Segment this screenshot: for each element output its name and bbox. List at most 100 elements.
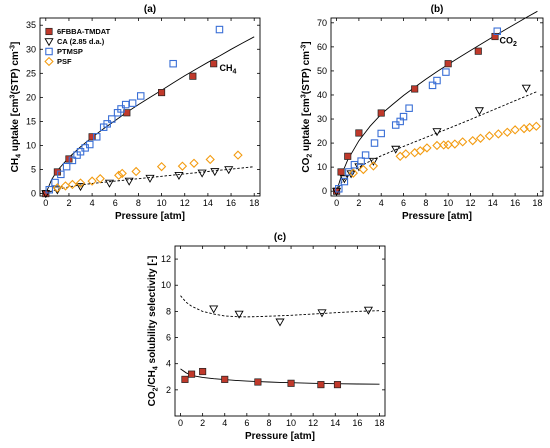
- data-point: [189, 158, 199, 168]
- data-point: [108, 115, 116, 123]
- data-point: [177, 161, 188, 171]
- x-tick-label: 16: [226, 198, 236, 208]
- data-point: [197, 169, 207, 178]
- x-tick-label: 8: [423, 198, 428, 208]
- x-tick-label: 8: [136, 198, 141, 208]
- data-point: [275, 318, 285, 327]
- x-tick-label: 10: [157, 198, 167, 208]
- data-point: [181, 375, 189, 383]
- data-point: [76, 147, 85, 156]
- fit-line-solid: [45, 36, 255, 194]
- data-point: [450, 139, 460, 149]
- data-point: [68, 156, 77, 165]
- fit-line-dashed: [45, 166, 255, 195]
- y-axis-title-part: 4: [153, 366, 160, 370]
- data-point: [401, 149, 411, 159]
- y-axis-title-part: uptake [cm: [10, 98, 21, 154]
- x-axis-title: Pressure [atm]: [245, 431, 315, 442]
- legend-label: CA (2.85 d.a.): [57, 37, 105, 46]
- panel-label: (a): [144, 4, 156, 15]
- data-point: [57, 170, 65, 179]
- fit-line-solid: [336, 10, 538, 192]
- data-point: [174, 172, 184, 181]
- x-tick-label: 12: [180, 198, 190, 208]
- data-point: [210, 60, 218, 68]
- legend-marker: [45, 27, 53, 36]
- x-tick-label: 10: [443, 198, 453, 208]
- y-tick-label: 35: [26, 20, 36, 30]
- data-point: [52, 183, 63, 193]
- x-tick-label: 6: [113, 198, 118, 208]
- x-tick-label: 4: [379, 198, 384, 208]
- series-6fbba-tmdat: [333, 32, 499, 195]
- legend-marker: [44, 38, 54, 47]
- data-point: [156, 161, 167, 172]
- data-point: [205, 154, 215, 165]
- data-point: [209, 305, 219, 314]
- x-tick-label: 6: [401, 198, 406, 208]
- data-point: [442, 68, 450, 76]
- y-axis-title-part: ]: [10, 42, 21, 45]
- gas-annotation: CH4: [219, 63, 236, 76]
- x-tick-label: 14: [488, 198, 498, 208]
- y-tick-label: 0: [322, 186, 327, 196]
- series-ca-2-85-d-a-: [209, 305, 373, 327]
- x-tick-label: 2: [66, 198, 71, 208]
- y-axis-title: CO2 uptake [cm3(STP) cm-3]: [301, 41, 314, 172]
- data-point: [188, 370, 196, 378]
- data-point: [136, 92, 145, 100]
- data-point: [345, 168, 353, 176]
- x-tick-label: 18: [374, 418, 384, 428]
- x-tick-label: 18: [249, 198, 259, 208]
- series-6fbba-tmdat: [42, 60, 218, 198]
- gas-annotation-text: CO: [499, 35, 513, 45]
- panel-label: (c): [274, 232, 286, 243]
- data-point: [357, 157, 365, 165]
- data-point: [432, 140, 442, 151]
- chart-panel-1: (a) 0 2 4 6 8 10 12 14 16 18 0 5 10 15 20 25 30 35 Pressure…: [10, 4, 261, 222]
- x-axis-title: Pressure [atm]: [402, 211, 472, 222]
- y-tick-label: 25: [26, 68, 36, 78]
- data-point: [254, 378, 262, 386]
- y-axis-title-part: 4: [16, 154, 23, 158]
- y-tick-label: 4: [166, 359, 171, 369]
- fit-line-solid: [180, 368, 380, 385]
- y-tick-label: 15: [26, 116, 36, 126]
- x-tick-label: 2: [200, 418, 205, 428]
- data-point: [87, 176, 97, 186]
- y-axis-title-part: -3: [10, 45, 17, 51]
- series-psf: [52, 150, 243, 193]
- series-ptmsp: [335, 27, 502, 193]
- data-point: [103, 120, 111, 128]
- gas-annotation-sub: 2: [513, 41, 517, 48]
- data-point: [368, 161, 379, 171]
- data-point: [215, 25, 224, 34]
- y-tick-label: 5: [31, 165, 36, 175]
- x-axis-title: Pressure [atm]: [115, 211, 185, 222]
- data-point: [493, 27, 502, 35]
- fit-line-dashed: [180, 295, 380, 318]
- data-point: [199, 367, 207, 376]
- gas-annotation-sub: 4: [232, 68, 236, 75]
- y-axis-title-part: ]: [301, 41, 312, 44]
- data-point: [114, 170, 124, 180]
- series-ca-2-85-d-a-: [332, 84, 531, 196]
- y-tick-label: 20: [26, 92, 36, 102]
- plot-frame: [39, 17, 261, 197]
- plot-frame: [330, 17, 544, 197]
- y-tick-label: 2: [166, 385, 171, 395]
- gas-annotation: CO2: [499, 35, 517, 48]
- x-tick-label: 4: [90, 198, 95, 208]
- data-point: [433, 76, 441, 85]
- data-point: [439, 140, 449, 150]
- x-tick-label: 6: [244, 418, 249, 428]
- legend-label: 6FBBA-TMDAT: [57, 27, 111, 36]
- data-point: [333, 381, 342, 389]
- x-tick-label: 8: [266, 418, 271, 428]
- y-axis-title-part: (STP) cm: [301, 51, 312, 94]
- x-tick-label: 16: [510, 198, 520, 208]
- legend-label: PTMSP: [57, 47, 83, 56]
- data-point: [287, 379, 295, 387]
